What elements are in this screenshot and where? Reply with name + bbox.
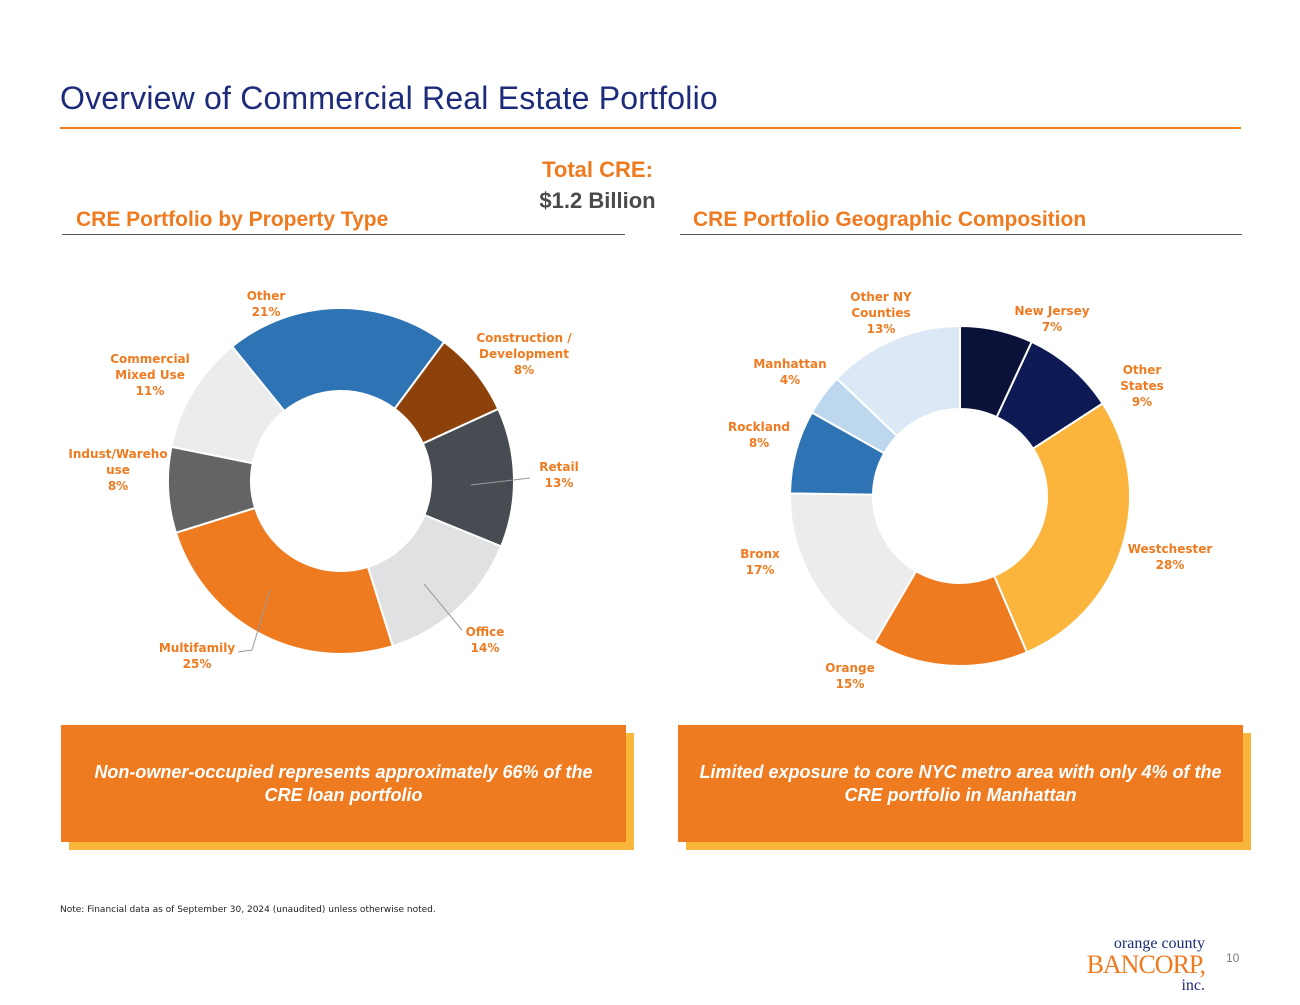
- page-title: Overview of Commercial Real Estate Portf…: [60, 80, 718, 116]
- label-manhattan: Manhattan 4%: [753, 357, 826, 387]
- right-callout-text: Limited exposure to core NYC metro area …: [699, 761, 1222, 805]
- label-orange: Orange 15%: [825, 661, 875, 691]
- label-commercial-mixed-use: Commercial Mixed Use 11%: [110, 352, 190, 398]
- label-bronx: Bronx 17%: [740, 547, 780, 577]
- geographic-section-title: CRE Portfolio Geographic Composition: [693, 208, 1087, 231]
- logo-line-3: inc.: [1181, 977, 1205, 994]
- footnote: Note: Financial data as of September 30,…: [60, 905, 436, 915]
- slice-other: [230, 307, 446, 413]
- leader-multifamily: [237, 589, 271, 653]
- slice-commercial-mixed-use: [170, 345, 286, 465]
- slice-westchester: [992, 402, 1131, 654]
- label-westchester: Westchester 28%: [1128, 542, 1213, 572]
- label-multifamily: Multifamily 25%: [159, 641, 235, 671]
- left-callout: Non-owner-occupied represents approximat…: [61, 725, 626, 842]
- slice-other-ny-counties: [835, 324, 961, 438]
- label-other: Other 21%: [247, 289, 286, 319]
- label-indust-wareho-use: Indust/Wareho use 8%: [68, 447, 167, 493]
- total-cre-value: $1.2 Billion: [539, 188, 656, 213]
- label-other-states: Other States 9%: [1120, 363, 1164, 409]
- geographic-donut-chart: New Jersey 7% Other States 9% Westchester 28% O…: [728, 290, 1212, 691]
- right-callout: Limited exposure to core NYC metro area …: [678, 725, 1243, 842]
- label-construction-development: Construction / Development 8%: [476, 331, 572, 377]
- label-other-ny-counties: Other NY Counties 13%: [850, 290, 912, 336]
- leader-office: [423, 583, 463, 631]
- label-new-jersey: New Jersey 7%: [1014, 304, 1089, 334]
- property-type-donut-chart: Other 21% Construction / Development 8% Retai…: [68, 289, 578, 671]
- logo-line-1: orange county: [1113, 935, 1205, 952]
- label-office: Office 14%: [466, 625, 505, 655]
- logo-line-2: BANCORP,: [1086, 950, 1206, 979]
- label-retail: Retail 13%: [539, 460, 578, 490]
- total-cre-label: Total CRE:: [542, 157, 653, 182]
- page-number: 10: [1226, 951, 1240, 965]
- slice-multifamily: [174, 506, 394, 655]
- title-divider: [60, 127, 1241, 129]
- geographic-section-divider: [680, 234, 1242, 235]
- property-type-section-title: CRE Portfolio by Property Type: [76, 208, 389, 231]
- label-rockland: Rockland 8%: [728, 420, 790, 450]
- leader-retail: [470, 477, 531, 486]
- property-type-section-divider: [62, 234, 625, 235]
- slice-bronx: [789, 492, 918, 645]
- company-logo: orange county BANCORP, inc.: [1080, 935, 1206, 994]
- left-callout-text: Non-owner-occupied represents approximat…: [94, 761, 593, 805]
